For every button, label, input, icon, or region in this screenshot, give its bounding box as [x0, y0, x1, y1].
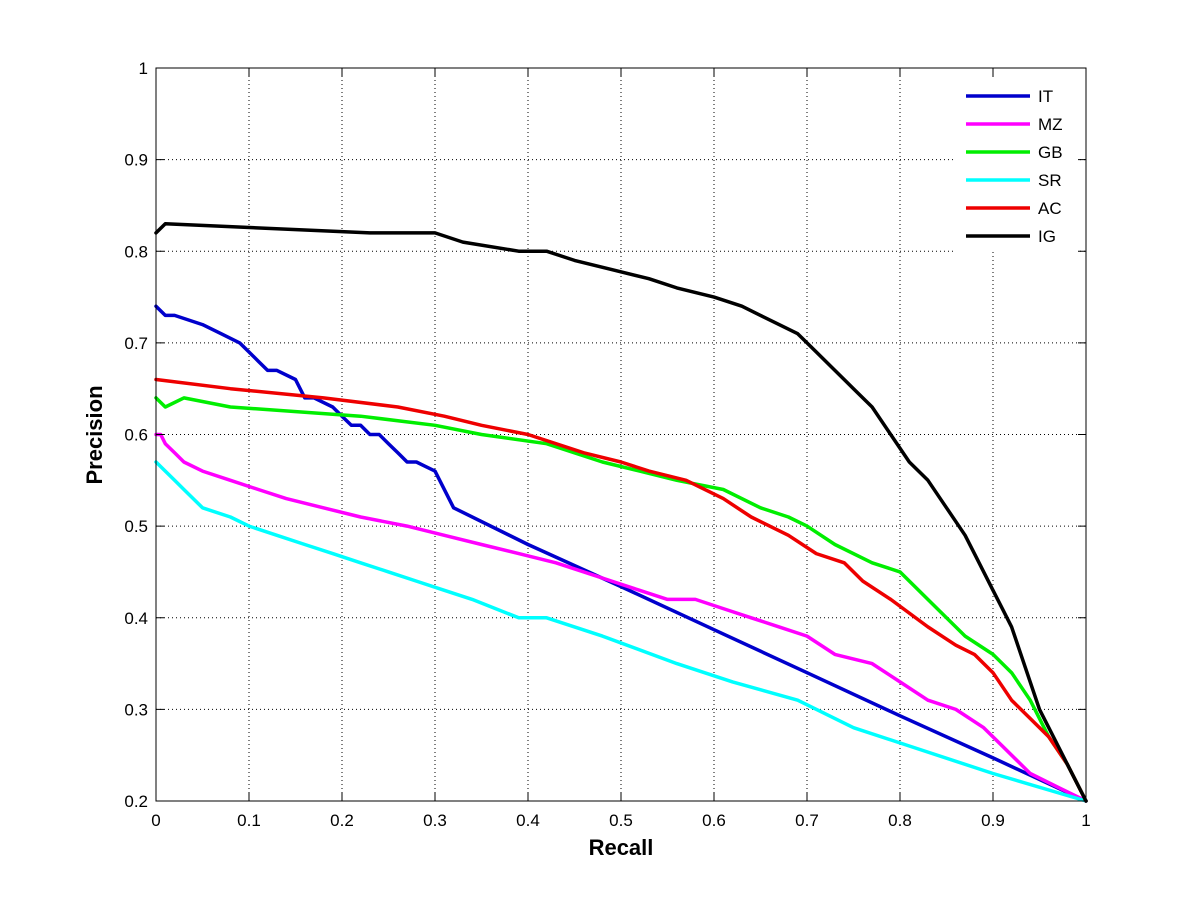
x-tick-label: 0 — [151, 811, 160, 830]
x-tick-label: 0.8 — [888, 811, 912, 830]
legend-label-it: IT — [1038, 87, 1053, 106]
x-tick-label: 0.6 — [702, 811, 726, 830]
series-line-ig — [154, 222, 1088, 803]
series-line-ac — [154, 377, 1088, 803]
x-axis-title: Recall — [589, 835, 654, 860]
x-tick-label: 0.3 — [423, 811, 447, 830]
x-tick-label: 0.2 — [330, 811, 354, 830]
y-tick-label: 0.3 — [124, 700, 148, 719]
legend-label-ig: IG — [1038, 227, 1056, 246]
x-tick-label: 0.1 — [237, 811, 261, 830]
tick-marks — [155, 67, 1087, 802]
legend: IT MZ GB SR AC IG — [955, 80, 1077, 252]
series-line-sr — [154, 460, 1088, 803]
x-tick-label: 0.7 — [795, 811, 819, 830]
y-tick-label: 0.9 — [124, 151, 148, 170]
y-axis-title: Precision — [82, 385, 107, 484]
plot-area — [154, 67, 1088, 803]
y-tick-label: 0.7 — [124, 334, 148, 353]
x-tick-label: 0.5 — [609, 811, 633, 830]
y-tick-label: 0.8 — [124, 242, 148, 261]
x-tick-labels: 0 0.1 0.2 0.3 0.4 0.5 0.6 0.7 0.8 0.9 1 — [151, 811, 1090, 830]
grid-lines — [156, 68, 1086, 801]
y-tick-label: 0.4 — [124, 609, 148, 628]
series-layer — [154, 222, 1088, 803]
x-tick-label: 0.4 — [516, 811, 540, 830]
legend-label-gb: GB — [1038, 143, 1063, 162]
y-tick-label: 0.6 — [124, 426, 148, 445]
series-line-mz — [154, 432, 1088, 803]
legend-box — [955, 80, 1077, 252]
y-tick-labels: 0.2 0.3 0.4 0.5 0.6 0.7 0.8 0.9 1 — [124, 59, 148, 811]
legend-label-sr: SR — [1038, 171, 1062, 190]
x-tick-label: 1 — [1081, 811, 1090, 830]
y-tick-label: 0.2 — [124, 792, 148, 811]
y-tick-label: 0.5 — [124, 517, 148, 536]
legend-label-ac: AC — [1038, 199, 1062, 218]
series-line-gb — [154, 396, 1088, 803]
y-tick-label: 1 — [139, 59, 148, 78]
x-tick-label: 0.9 — [981, 811, 1005, 830]
legend-label-mz: MZ — [1038, 115, 1063, 134]
